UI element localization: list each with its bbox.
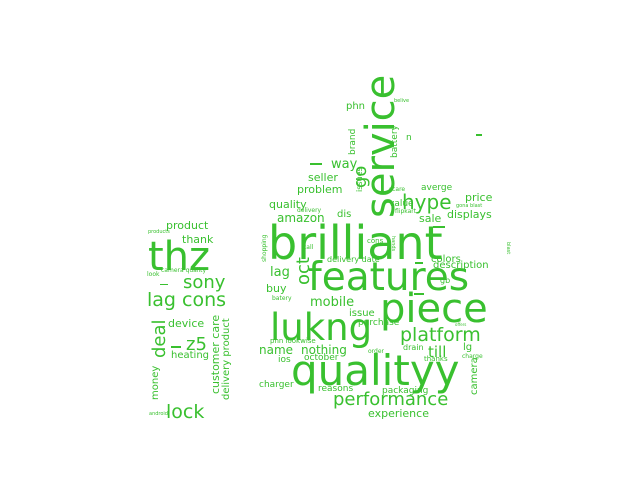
word-thank: thank (182, 233, 214, 246)
word-piece: piece (380, 286, 488, 332)
word-lg: lg (463, 342, 472, 353)
word-charger: charger (259, 380, 294, 390)
word-product: product (166, 219, 209, 232)
filler-words (160, 134, 482, 348)
word-till: till (428, 343, 446, 361)
word-shopping: shopping (261, 234, 268, 262)
word-camera-quality: camera quality (161, 267, 207, 274)
word-reasons: reasons (318, 384, 353, 394)
word-packaging: packaging (382, 386, 428, 396)
word-hype: hype (402, 190, 452, 214)
word-lag: lag (270, 265, 290, 280)
word-charge: charge (462, 353, 483, 360)
word-flipkart: flipkart (395, 208, 417, 215)
word-lag-cons: lag cons (147, 289, 226, 311)
word-thz: thz (148, 234, 210, 280)
word-batery: batery (272, 295, 292, 302)
word-look: look (147, 271, 160, 278)
word-belive: belive (394, 98, 409, 104)
word-lukng: lukng (270, 306, 372, 349)
word-android: android (149, 411, 168, 417)
word-experience: experience (368, 407, 429, 420)
word-delivery: delivery (297, 207, 322, 214)
word-value: value (389, 199, 414, 209)
filler-mark (160, 284, 168, 285)
word-features: features (308, 255, 469, 300)
word-order: order (368, 348, 385, 355)
word-performance: performance (333, 389, 448, 410)
word-seller: seller (308, 171, 338, 184)
word-amazon: amazon (277, 211, 325, 225)
word-phn-lookwise: phn lookwise (270, 337, 316, 345)
word-colors: colors (431, 254, 461, 265)
word-deal: deal (149, 319, 170, 358)
filler-mark (310, 163, 322, 165)
word-mobile: mobile (310, 295, 354, 310)
word-camera: camera (469, 357, 480, 395)
word-displays: displays (447, 208, 492, 221)
word-go: go (350, 166, 371, 188)
word-sony: sony (183, 272, 226, 293)
word-products: products (148, 229, 170, 235)
word-offers: offers (455, 322, 466, 327)
word-service: service (358, 75, 404, 218)
word-way: way (331, 157, 358, 172)
word-drain: drain (403, 343, 424, 352)
word-quality: quality (269, 198, 307, 211)
word-dis: dis (337, 209, 351, 220)
word-blast: blast (505, 242, 511, 254)
word-ios: ios (278, 355, 291, 365)
word-n: n (406, 133, 412, 143)
word-cons: cons (367, 237, 384, 245)
filler-mark (415, 262, 423, 264)
word-buy: buy (266, 282, 287, 295)
word-nothing: nothing (301, 343, 347, 357)
filler-mark (476, 134, 482, 136)
filler-mark (414, 293, 424, 295)
word-description: description (433, 260, 489, 271)
word-brand: brand (348, 129, 358, 155)
word-name: name (259, 343, 293, 357)
word-platform: platform (400, 324, 481, 346)
word-lock: lock (166, 401, 204, 423)
word-averge: averge (421, 183, 453, 193)
word-call: call (303, 244, 314, 251)
word-issues: issues (355, 167, 364, 192)
word-scare: scare (389, 186, 405, 193)
word-device: device (168, 317, 204, 330)
word-oct: oct (293, 257, 314, 285)
word-thanks: thanks (424, 355, 448, 363)
word-gb: gb (440, 276, 450, 285)
filler-mark (379, 166, 387, 168)
word-october: october (304, 353, 339, 363)
filler-mark (171, 346, 181, 348)
word-z5: z5 (186, 334, 207, 355)
word-purchase: purchase (358, 318, 400, 328)
word-delivery-product: delivery product (221, 318, 232, 400)
word-sale: sale (419, 212, 442, 225)
word-price: price (465, 191, 493, 204)
word-delivery-date: delivery date (327, 255, 380, 264)
word-battery: battery (390, 124, 400, 158)
word-money: money (150, 366, 161, 400)
word-brilliant: brilliant (268, 216, 443, 270)
word-heating: heating (171, 350, 209, 361)
word-hands: hands (390, 236, 396, 252)
word-phn: phn (346, 101, 365, 112)
word-customer-care: customer care (209, 315, 222, 394)
word-qualityy: qualityy (291, 346, 460, 395)
word-problem: problem (297, 183, 343, 196)
word-issue: issue (349, 308, 375, 319)
filler-mark (433, 226, 445, 228)
word-gona-blast: gona blast (456, 203, 482, 209)
